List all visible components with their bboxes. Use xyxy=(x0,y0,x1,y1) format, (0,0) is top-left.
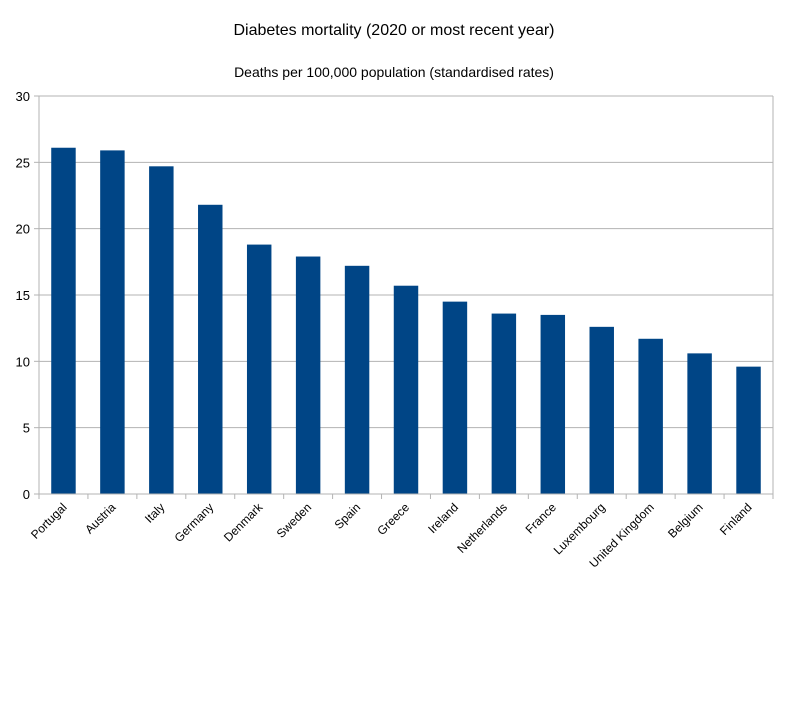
bar xyxy=(51,147,76,495)
x-tick-label: France xyxy=(523,500,560,537)
y-tick-label: 0 xyxy=(23,487,30,502)
y-tick-label: 10 xyxy=(16,354,30,369)
bars xyxy=(51,147,761,495)
x-tick-label: Finland xyxy=(717,500,755,538)
bar xyxy=(638,338,663,494)
bar xyxy=(198,204,223,494)
x-tick-label: Austria xyxy=(82,500,119,537)
bar xyxy=(442,301,468,494)
bar xyxy=(393,285,419,494)
bar xyxy=(491,313,517,494)
bar xyxy=(246,244,272,494)
x-tick-label: Spain xyxy=(332,500,364,532)
y-tick-label: 20 xyxy=(16,222,30,237)
x-tick-label: Sweden xyxy=(274,500,315,541)
x-tick-labels: Portugal Austria Italy Germany Denmark Sweden… xyxy=(28,500,755,571)
x-tick-label: Italy xyxy=(142,500,167,525)
x-tick-label: Netherlands xyxy=(454,500,510,556)
y-tick-label: 30 xyxy=(16,89,30,104)
bar xyxy=(344,265,370,494)
chart-title: Diabetes mortality (2020 or most recent … xyxy=(233,22,555,39)
y-tick-labels: 0 5 10 15 20 25 30 xyxy=(16,89,39,502)
bar xyxy=(100,150,125,495)
x-tick-label: Denmark xyxy=(221,500,266,545)
y-tick-label: 15 xyxy=(16,288,30,303)
bar xyxy=(687,353,712,494)
bar xyxy=(149,166,174,494)
x-tick-label: Belgium xyxy=(665,500,706,541)
x-tick-label: Germany xyxy=(172,500,217,545)
bar xyxy=(736,366,761,494)
x-tick-label: Ireland xyxy=(425,500,461,536)
x-tick-label: Portugal xyxy=(28,500,70,542)
chart-subtitle: Deaths per 100,000 population (standardi… xyxy=(234,64,554,80)
bar xyxy=(589,326,614,494)
bar xyxy=(295,256,321,494)
bar xyxy=(540,314,566,494)
y-tick-label: 25 xyxy=(16,155,30,170)
x-tick-label: Greece xyxy=(374,500,412,538)
y-tick-label: 5 xyxy=(23,421,30,436)
